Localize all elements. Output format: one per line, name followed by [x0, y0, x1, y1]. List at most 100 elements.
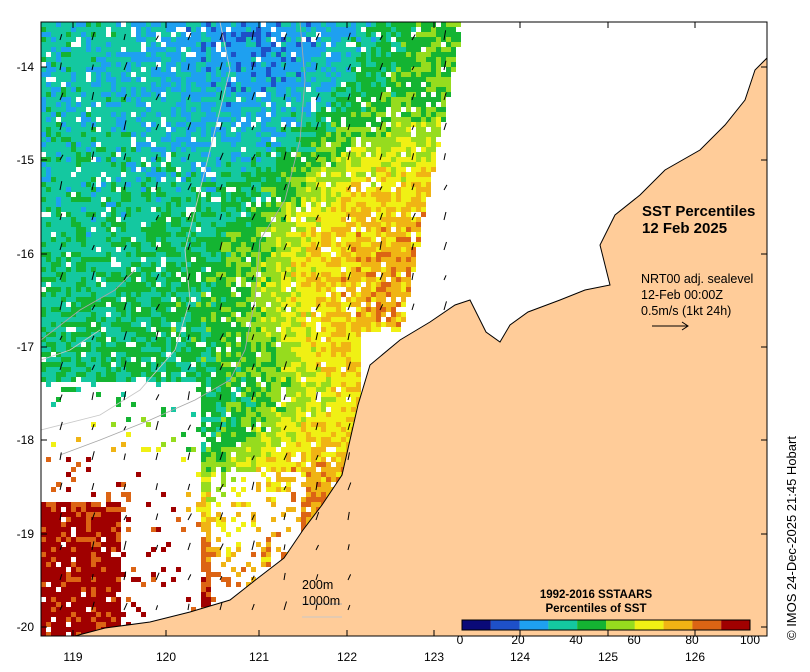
sst-cell [56, 67, 61, 72]
sst-cell [41, 22, 46, 27]
sst-cell [46, 362, 51, 367]
sst-cell [286, 152, 291, 157]
sst-cell [366, 42, 371, 47]
sst-cell [196, 262, 201, 267]
sst-cell [331, 97, 336, 102]
sst-cell [91, 312, 96, 317]
sst-cell [261, 317, 266, 322]
sst-cell [406, 42, 411, 47]
sst-cell [441, 112, 446, 117]
sst-cell [396, 312, 401, 317]
sst-cell [421, 147, 426, 152]
sst-cell [261, 42, 266, 47]
sst-cell [366, 57, 371, 62]
sst-cell [366, 162, 371, 167]
sst-cell [91, 357, 96, 362]
sst-cell [151, 272, 156, 277]
sst-cell [216, 262, 221, 267]
sst-cell [121, 187, 126, 192]
sst-cell [196, 32, 201, 37]
sst-cell [151, 247, 156, 252]
sst-cell [271, 162, 276, 167]
sst-cell [356, 252, 361, 257]
sst-cell [121, 242, 126, 247]
sst-cell [146, 77, 151, 82]
sst-cell [61, 147, 66, 152]
sst-cell [231, 87, 236, 92]
sst-cell [221, 357, 226, 362]
sst-cell [391, 242, 396, 247]
sst-cell [276, 112, 281, 117]
sst-cell [116, 27, 121, 32]
sst-cell [261, 177, 266, 182]
sst-cell [246, 117, 251, 122]
sst-cell [381, 72, 386, 77]
sst-cell [226, 92, 231, 97]
sst-cell [316, 22, 321, 27]
sst-cell [41, 267, 46, 272]
sst-cell [131, 157, 136, 162]
sst-cell [66, 347, 71, 352]
sst-cell [101, 112, 106, 117]
sst-cell [406, 282, 411, 287]
sst-cell [216, 182, 221, 187]
sst-cell [106, 327, 111, 332]
sst-cell [371, 27, 376, 32]
sst-cell [56, 92, 61, 97]
sst-cell [411, 147, 416, 152]
sst-cell [61, 352, 66, 357]
sst-cell [96, 267, 101, 272]
sst-cell [321, 302, 326, 307]
sst-cell [441, 52, 446, 57]
sst-cell [166, 197, 171, 202]
sst-cell [411, 67, 416, 72]
sst-cell [176, 22, 181, 27]
sst-cell [206, 32, 211, 37]
sst-cell [426, 67, 431, 72]
sst-cell [201, 117, 206, 122]
sst-cell [291, 112, 296, 117]
sst-cell [426, 62, 431, 67]
sst-cell [66, 132, 71, 137]
sst-cell [146, 272, 151, 277]
sst-cell [296, 202, 301, 207]
sst-cell [376, 262, 381, 267]
sst-cell [151, 242, 156, 247]
sst-cell [81, 337, 86, 342]
sst-cell [46, 157, 51, 162]
sst-cell [381, 192, 386, 197]
sst-cell [91, 282, 96, 287]
sst-cell [206, 317, 211, 322]
sst-cell [411, 222, 416, 227]
sst-cell [391, 87, 396, 92]
sst-cell [386, 82, 391, 87]
sst-cell [71, 147, 76, 152]
sst-cell [171, 122, 176, 127]
sst-cell [421, 192, 426, 197]
sst-cell [76, 277, 81, 282]
sst-cell [356, 172, 361, 177]
sst-cell [71, 132, 76, 137]
sst-cell [126, 182, 131, 187]
sst-cell [346, 232, 351, 237]
sst-cell [126, 142, 131, 147]
sst-cell [206, 112, 211, 117]
sst-cell [131, 307, 136, 312]
sst-cell [61, 87, 66, 92]
sst-cell [266, 317, 271, 322]
sst-cell [186, 132, 191, 137]
sst-cell [346, 242, 351, 247]
sst-cell [441, 117, 446, 122]
sst-cell [236, 107, 241, 112]
sst-cell [171, 102, 176, 107]
sst-cell [41, 132, 46, 137]
sst-cell [61, 322, 66, 327]
sst-cell [306, 267, 311, 272]
sst-cell [176, 142, 181, 147]
sst-cell [296, 22, 301, 27]
sst-cell [141, 242, 146, 247]
sst-cell [61, 172, 66, 177]
sst-cell [316, 297, 321, 302]
sst-cell [261, 87, 266, 92]
sst-cell [41, 297, 46, 302]
